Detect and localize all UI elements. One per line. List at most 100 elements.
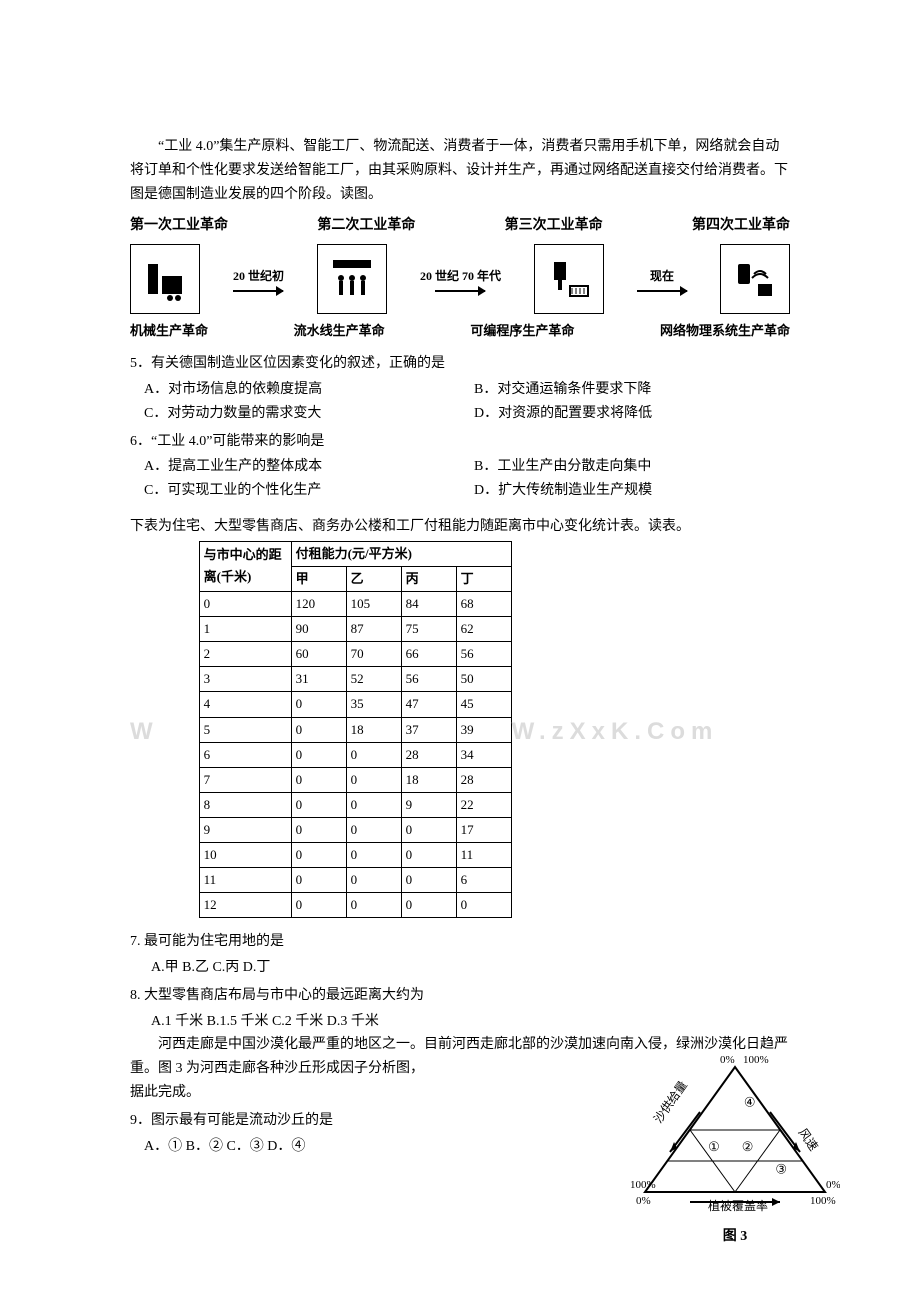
phase-label-1: 第一次工业革命 — [130, 214, 228, 238]
phase-label-3: 第三次工业革命 — [505, 214, 603, 238]
table-cell: 22 — [456, 792, 511, 817]
table-cell: 34 — [456, 742, 511, 767]
table-cell: 0 — [401, 868, 456, 893]
q6-stem: 6．“工业 4.0”可能带来的影响是 — [130, 430, 790, 454]
table-cell: 0 — [401, 842, 456, 867]
bottom-label-2: 流水线生产革命 — [294, 320, 385, 342]
table-cell: 50 — [456, 667, 511, 692]
watermark-right: W.zXxK.Com — [512, 712, 719, 753]
q5-opt-c: C．对劳动力数量的需求变大 — [130, 402, 460, 426]
table-intro: 下表为住宅、大型零售商店、商务办公楼和工厂付租能力随距离市中心变化统计表。读表。 — [130, 515, 790, 539]
arrow-1-label: 20 世纪初 — [233, 266, 284, 286]
table-cell: 62 — [456, 617, 511, 642]
intro-paragraph: “工业 4.0”集生产原料、智能工厂、物流配送、消费者于一体，消费者只需用手机下… — [130, 135, 790, 206]
svg-text:0%: 0% — [636, 1195, 651, 1207]
q6-opt-c: C．可实现工业的个性化生产 — [130, 479, 460, 503]
table-cell: 11 — [456, 842, 511, 867]
table-cell: 0 — [291, 817, 346, 842]
table-cell: 35 — [346, 692, 401, 717]
table-cell: 0 — [456, 893, 511, 918]
table-cell: 0 — [346, 767, 401, 792]
table-cell: 87 — [346, 617, 401, 642]
table-row: 900017 — [199, 817, 511, 842]
arrow-3: 现在 — [637, 266, 687, 292]
diagram-icons-row: 20 世纪初 20 世纪 70 年代 现在 — [130, 244, 790, 314]
table-cell: 84 — [401, 592, 456, 617]
table-cell: 2 — [199, 642, 291, 667]
triangle-node-label: ④ — [744, 1094, 756, 1109]
q5-options: A．对市场信息的依赖度提高 B．对交通运输条件要求下降 C．对劳动力数量的需求变… — [130, 378, 790, 426]
table-cell: 0 — [291, 742, 346, 767]
table-cell: 28 — [456, 767, 511, 792]
table-cell: 37 — [401, 717, 456, 742]
table-row: 120000 — [199, 893, 511, 918]
table-cell: 66 — [401, 642, 456, 667]
table-cell: 0 — [291, 842, 346, 867]
table-cell: 0 — [291, 792, 346, 817]
q6-opt-d: D．扩大传统制造业生产规模 — [460, 479, 790, 503]
arrow-2-label: 20 世纪 70 年代 — [420, 266, 501, 286]
svg-text:100%: 100% — [630, 1179, 656, 1191]
table-cell: 9 — [199, 817, 291, 842]
table-cell: 18 — [401, 767, 456, 792]
table-cell: 6 — [456, 868, 511, 893]
table-cell: 45 — [456, 692, 511, 717]
q9-opts: A．① B．② C．③ D．④ — [144, 1139, 305, 1154]
svg-text:植被覆盖率: 植被覆盖率 — [708, 1198, 768, 1212]
triangle-node-label: ① — [708, 1139, 720, 1154]
diagram-bottom-row: 机械生产革命 流水线生产革命 可编程序生产革命 网络物理系统生产革命 — [130, 320, 790, 342]
table-row: 1000011 — [199, 842, 511, 867]
table-cell: 39 — [456, 717, 511, 742]
table-cell: 0 — [346, 868, 401, 893]
table-cell: 5 — [199, 717, 291, 742]
triangle-node-label: ② — [742, 1139, 754, 1154]
table-row: 40354745 — [199, 692, 511, 717]
svg-text:沙供给量: 沙供给量 — [651, 1078, 690, 1125]
table-cell: 0 — [401, 893, 456, 918]
table-cell: 60 — [291, 642, 346, 667]
table-cell: 4 — [199, 692, 291, 717]
table-row: 331525650 — [199, 667, 511, 692]
table-row: 01201058468 — [199, 592, 511, 617]
table-cell: 0 — [291, 717, 346, 742]
rent-table: 与市中心的距离(千米) 付租能力(元/平方米) 甲 乙 丙 丁 01201058… — [199, 541, 512, 918]
table-cell: 0 — [291, 692, 346, 717]
phase-icon-3 — [534, 244, 604, 314]
q5-opt-d: D．对资源的配置要求将降低 — [460, 402, 790, 426]
q6-opt-b: B．工业生产由分散走向集中 — [460, 455, 790, 479]
table-cell: 0 — [291, 893, 346, 918]
table-cell: 0 — [199, 592, 291, 617]
table-cell: 31 — [291, 667, 346, 692]
table-cell: 7 — [199, 767, 291, 792]
table-cell: 6 — [199, 742, 291, 767]
table-cell: 9 — [401, 792, 456, 817]
q8-opts: A.1 千米 B.1.5 千米 C.2 千米 D.3 千米 — [151, 1014, 379, 1029]
q7-opts: A.甲 B.乙 C.丙 D.丁 — [151, 960, 270, 975]
table-cell: 0 — [346, 742, 401, 767]
svg-text:0%: 0% — [826, 1179, 840, 1191]
table-cell: 56 — [401, 667, 456, 692]
table-cell: 120 — [291, 592, 346, 617]
table-cell: 0 — [346, 792, 401, 817]
table-cell: 0 — [346, 842, 401, 867]
triangle-node-label: ③ — [775, 1162, 787, 1177]
table-cell: 75 — [401, 617, 456, 642]
arrow-1: 20 世纪初 — [233, 266, 284, 292]
table-header-row-1: 与市中心的距离(千米) 付租能力(元/平方米) — [199, 541, 511, 566]
table-row: 800922 — [199, 792, 511, 817]
q5-opt-b: B．对交通运输条件要求下降 — [460, 378, 790, 402]
watermark-left: W — [130, 712, 159, 753]
table-cell: 1 — [199, 617, 291, 642]
figure-3: 0% 100% 100% 0% 0% 100% 沙供给量 风速 植被覆盖率 ①②… — [630, 1052, 840, 1242]
svg-text:100%: 100% — [743, 1054, 769, 1066]
table-cell: 70 — [346, 642, 401, 667]
table-cell: 47 — [401, 692, 456, 717]
table-cell: 12 — [199, 893, 291, 918]
table-cell: 18 — [346, 717, 401, 742]
th-yi: 乙 — [346, 566, 401, 591]
arrow-2: 20 世纪 70 年代 — [420, 266, 501, 292]
table-cell: 0 — [346, 817, 401, 842]
phase-icon-2 — [317, 244, 387, 314]
table-cell: 56 — [456, 642, 511, 667]
table-row: 190877562 — [199, 617, 511, 642]
